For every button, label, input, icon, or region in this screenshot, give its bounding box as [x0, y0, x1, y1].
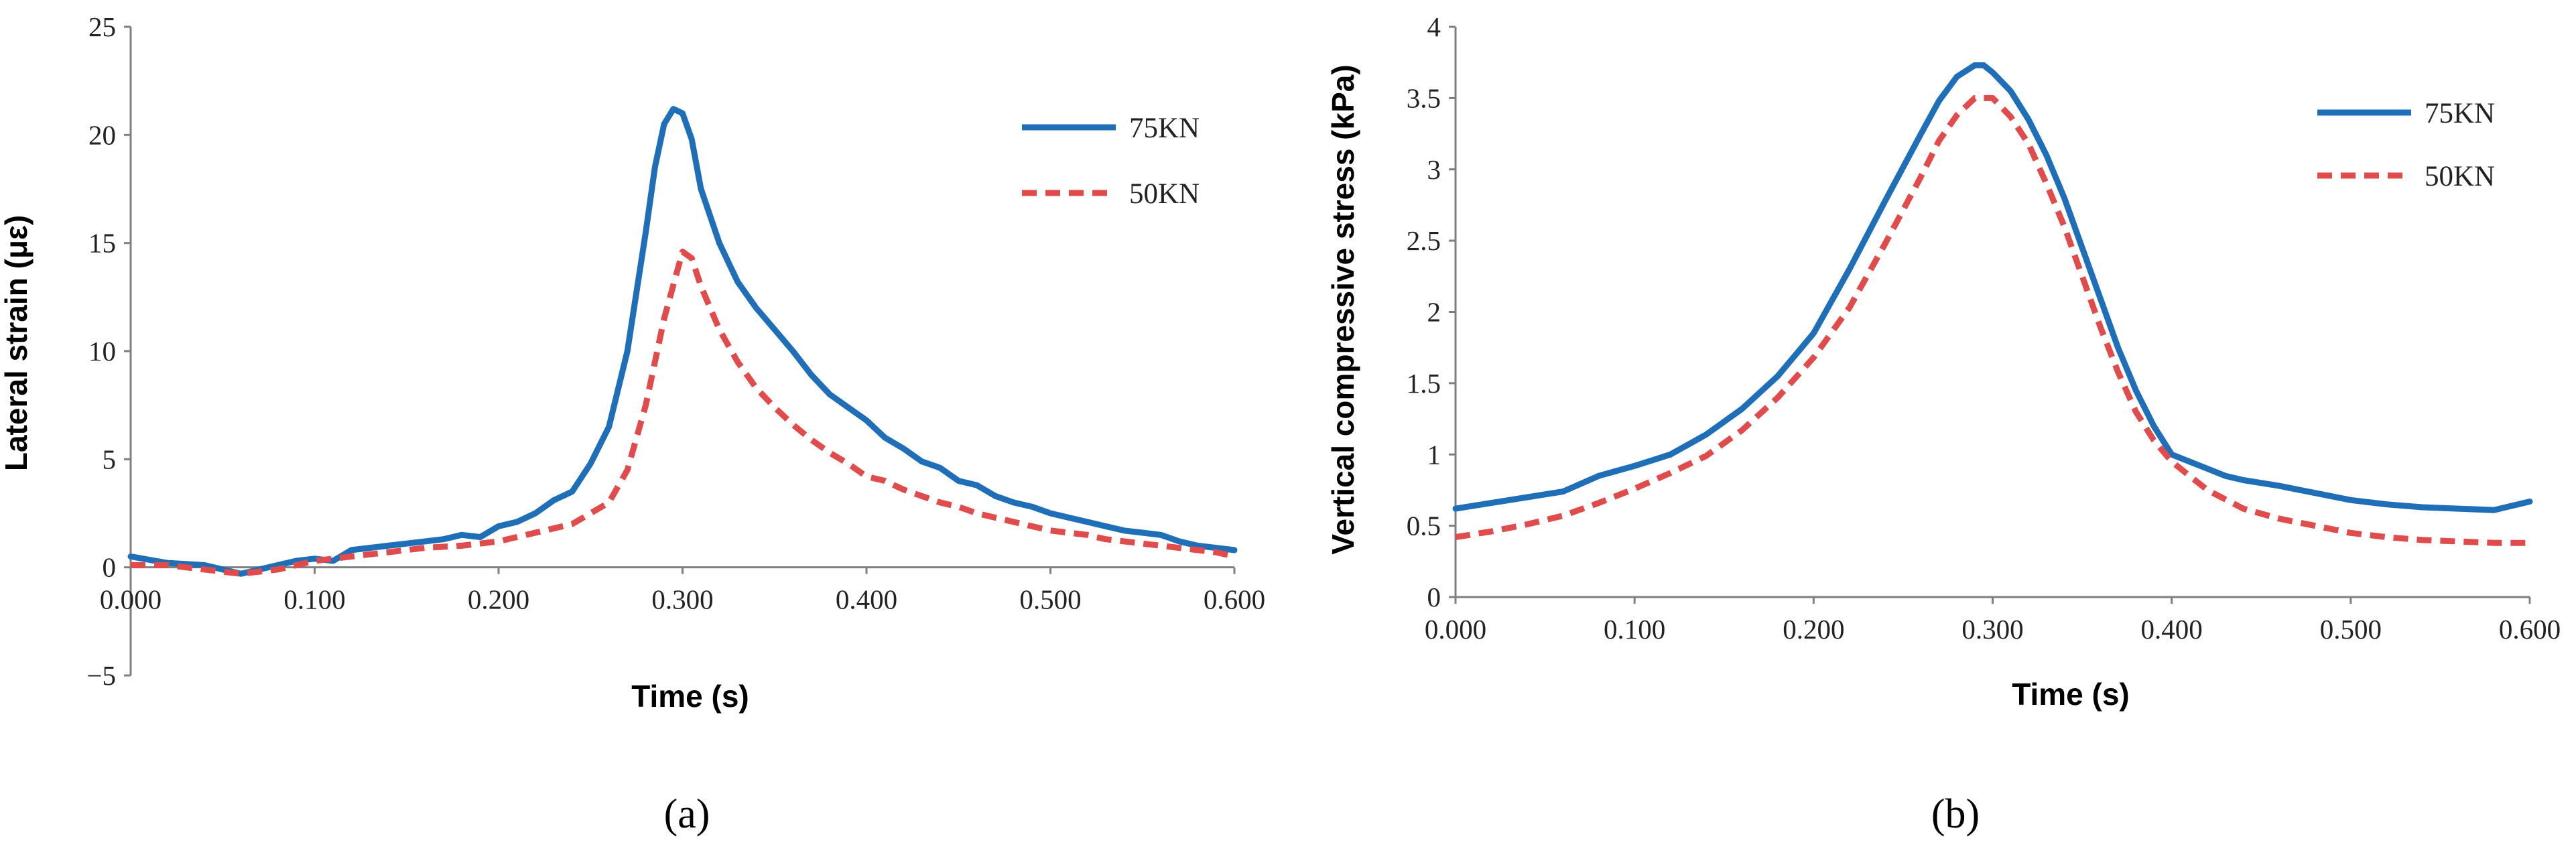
x-tick-label: 0.100	[283, 584, 345, 615]
y-tick-label: 2	[1427, 297, 1441, 328]
x-axis-title: Time (s)	[2012, 677, 2130, 712]
x-tick-label: 0.500	[2320, 614, 2382, 645]
x-tick-label: 0.300	[1961, 614, 2023, 645]
chart-panel-a: −5 0 5 10 15 20 25 0.000 0.100 0.200 0.300 0.400 0.5…	[0, 11, 1265, 837]
y-tick-label: 3.5	[1407, 82, 1441, 113]
x-tick-label: 0.000	[1425, 614, 1486, 645]
legend-label-50kn: 50KN	[1129, 178, 1200, 210]
x-tick-label: 0.400	[2141, 614, 2203, 645]
x-tick-label: 0.000	[100, 584, 162, 615]
y-tick-label: 15	[88, 228, 116, 259]
y-tick-label: 10	[88, 336, 116, 367]
series-line-75kn	[127, 106, 1238, 577]
y-tick-label: 2.5	[1407, 225, 1441, 256]
series-line-50kn	[1455, 94, 2530, 546]
series-line-50kn	[131, 249, 1236, 577]
y-tick-label: 5	[103, 444, 117, 474]
y-tick-label: 4	[1427, 11, 1441, 42]
legend-label-50kn: 50KN	[2425, 161, 2495, 192]
y-tick-label: −5	[86, 660, 116, 691]
legend-label-75kn: 75KN	[2425, 98, 2495, 129]
chart-panel-b: 0 0.5 1 1.5 2 2.5 3 3.5 4 0.000 0.100 0.200 0.300 0.4…	[1326, 11, 2561, 837]
y-tick-label: 3	[1427, 154, 1441, 185]
y-tick-label: 0	[1427, 582, 1441, 612]
y-tick-label: 0.5	[1407, 511, 1441, 541]
x-tick-label: 0.500	[1019, 584, 1081, 615]
x-tick-label: 0.200	[468, 584, 529, 615]
y-tick-label: 1	[1427, 439, 1441, 470]
x-tick-label: 0.600	[1204, 584, 1265, 615]
y-tick-label: 25	[88, 11, 116, 42]
legend-label-75kn: 75KN	[1129, 113, 1200, 144]
panel-label: (a)	[664, 791, 710, 837]
y-tick-label: 20	[88, 119, 116, 150]
x-axis-title: Time (s)	[631, 679, 749, 714]
y-tick-label: 1.5	[1407, 368, 1441, 399]
panel-label: (b)	[1931, 791, 1980, 837]
y-axis-title: Lateral strain (με)	[0, 215, 34, 471]
x-tick-label: 0.200	[1783, 614, 1844, 645]
x-tick-label: 0.600	[2499, 614, 2561, 645]
series-line-75kn	[1452, 62, 2533, 513]
x-tick-label: 0.300	[651, 584, 713, 615]
y-axis-title: Vertical compressive stress (kPa)	[1326, 64, 1360, 554]
y-tick-label: 0	[103, 552, 117, 583]
x-tick-label: 0.100	[1604, 614, 1665, 645]
x-tick-label: 0.400	[836, 584, 897, 615]
